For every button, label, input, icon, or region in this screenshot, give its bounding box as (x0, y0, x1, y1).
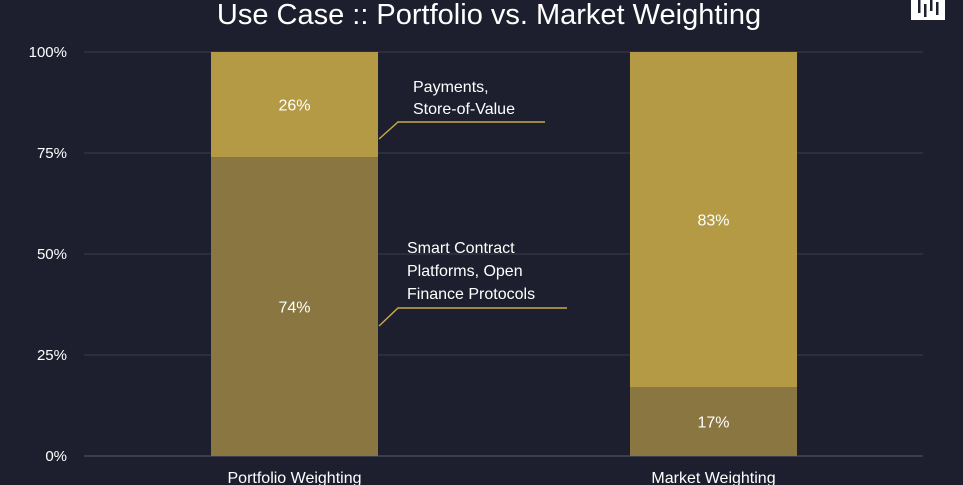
bar-segment (211, 52, 378, 158)
bar-segment (211, 157, 378, 457)
annotations: Payments, Store-of-Value Smart Contract … (378, 79, 567, 327)
bars-logo-icon (911, 0, 945, 20)
data-label: 26% (278, 98, 310, 115)
data-label: 17% (697, 415, 729, 432)
annotation-payments-line-1: Payments, (413, 79, 489, 96)
y-tick-label: 100% (29, 44, 67, 61)
y-tick-label: 75% (37, 145, 67, 162)
data-labels: 74% 26% 17% 83% (278, 98, 729, 432)
y-tick-label: 0% (45, 448, 67, 465)
bars (211, 52, 797, 457)
x-category-label: Market Weighting (651, 470, 775, 485)
y-tick-label: 50% (37, 246, 67, 263)
x-category-label: Portfolio Weighting (228, 470, 362, 485)
y-tick-label: 25% (37, 347, 67, 364)
bar-segment (630, 52, 797, 388)
y-axis: 0% 25% 50% 75% 100% (29, 44, 67, 465)
annotation-leader-payments (378, 121, 545, 140)
data-label: 74% (278, 300, 310, 317)
annotation-smart-contract-line-3: Finance Protocols (407, 286, 535, 303)
x-axis: Portfolio Weighting Market Weighting (228, 470, 776, 485)
annotation-leader-smart-contract (378, 307, 567, 327)
data-label: 83% (697, 213, 729, 230)
annotation-smart-contract-line-2: Platforms, Open (407, 263, 523, 280)
annotation-smart-contract-line-1: Smart Contract (407, 240, 515, 257)
chart-title: Use Case :: Portfolio vs. Market Weighti… (217, 0, 761, 31)
bar-segment (630, 387, 797, 456)
annotation-payments-line-2: Store-of-Value (413, 101, 515, 118)
